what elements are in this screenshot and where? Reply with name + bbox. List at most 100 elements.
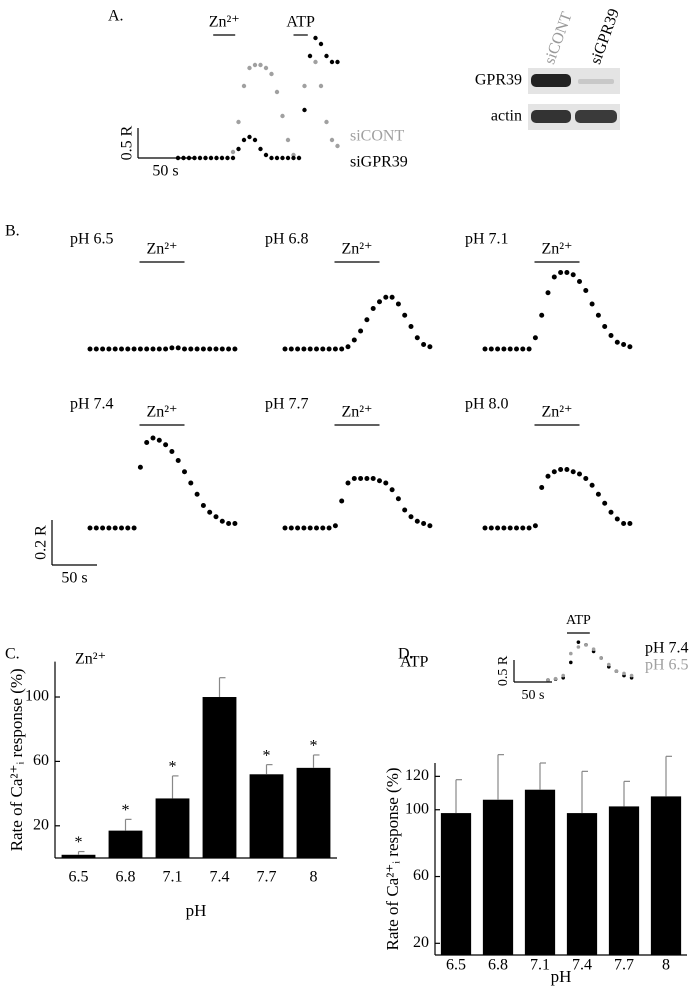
trace-point xyxy=(137,464,143,470)
trace-point xyxy=(200,346,206,352)
trace-point xyxy=(329,59,335,65)
trace-point xyxy=(608,333,614,338)
bar xyxy=(155,798,190,858)
trace-point xyxy=(558,270,564,275)
trace-point xyxy=(269,155,274,161)
y-tick-label: 120 xyxy=(405,767,429,784)
trace-point xyxy=(219,155,225,161)
trace-point xyxy=(608,509,614,515)
trace-point xyxy=(551,274,557,280)
bar xyxy=(524,789,556,955)
trace-point xyxy=(295,346,301,352)
trace-point xyxy=(318,83,324,89)
trace-point xyxy=(156,346,162,352)
x-tick-label: 8 xyxy=(310,869,318,886)
trace-point xyxy=(614,669,619,673)
trace-point xyxy=(214,155,219,161)
trace-title: pH 7.7 xyxy=(265,396,309,413)
trace-point xyxy=(584,643,588,647)
trace-point xyxy=(332,346,338,352)
x-tick-label: 6.8 xyxy=(488,957,508,974)
trace-point xyxy=(595,491,601,497)
trace-point xyxy=(339,498,345,504)
bar xyxy=(61,854,96,858)
trace-point xyxy=(358,328,364,334)
trace-point xyxy=(226,521,232,526)
trace-point xyxy=(421,521,427,526)
trace-point xyxy=(301,346,307,352)
trace-point xyxy=(569,651,573,656)
trace-point xyxy=(282,525,288,531)
bar xyxy=(650,796,682,955)
trace-point xyxy=(351,476,357,481)
trace-point xyxy=(313,59,318,65)
trace-point xyxy=(320,346,326,352)
trace-point xyxy=(163,442,169,448)
x-tick-label: 7.4 xyxy=(210,869,230,886)
trace-point xyxy=(627,521,633,526)
trace-point xyxy=(194,346,200,352)
trace-point xyxy=(532,335,538,341)
trace-point xyxy=(514,346,519,352)
trace-point xyxy=(561,673,565,678)
trace-point xyxy=(408,324,414,329)
trace-point xyxy=(307,346,313,352)
lane-label: siGPR39 xyxy=(587,6,623,66)
trace-point xyxy=(302,107,307,113)
trace-point xyxy=(324,119,329,125)
trace-point xyxy=(213,514,219,520)
trace-point xyxy=(236,146,241,152)
trace-point xyxy=(507,346,513,352)
trace-point xyxy=(258,62,263,68)
scale-label-y: 0.5 R xyxy=(496,655,511,686)
chart-title: Zn²⁺ xyxy=(75,651,106,668)
trace-point xyxy=(520,346,526,352)
trace-point xyxy=(208,155,214,161)
trace-point xyxy=(207,346,213,352)
trace-point xyxy=(414,518,420,524)
trace-point xyxy=(589,301,595,307)
trace-point xyxy=(501,525,507,531)
trace-point xyxy=(288,525,294,531)
trace-point xyxy=(225,155,230,161)
trace-point xyxy=(335,59,340,65)
significance-mark: * xyxy=(122,802,130,819)
trace-point xyxy=(307,525,313,531)
x-tick-label: 7.7 xyxy=(257,869,277,886)
blot-band xyxy=(531,74,571,87)
trace-point xyxy=(269,71,274,77)
trace-point xyxy=(539,312,545,318)
blot-band xyxy=(575,110,617,123)
trace-point xyxy=(125,525,131,531)
trace-point xyxy=(564,270,570,275)
trace-point xyxy=(345,344,351,350)
trace-point xyxy=(370,306,376,311)
trace-point xyxy=(302,83,307,89)
trace-point xyxy=(570,469,576,475)
stimulus-label: Zn²⁺ xyxy=(541,404,572,421)
trace-point xyxy=(364,317,370,323)
trace-point xyxy=(383,294,389,300)
trace-point xyxy=(219,346,225,352)
trace-point xyxy=(627,344,633,350)
western-blot: siCONT siGPR39 GPR39 actin xyxy=(475,6,623,130)
trace-point xyxy=(364,476,370,481)
trace-point xyxy=(595,312,601,318)
trace-point xyxy=(553,676,558,681)
y-tick-label: 100 xyxy=(25,688,49,705)
bar xyxy=(249,774,284,858)
y-tick-label: 20 xyxy=(413,934,429,951)
trace-point xyxy=(576,645,581,649)
trace-point xyxy=(232,521,238,526)
trace-point xyxy=(326,525,332,531)
trace-point xyxy=(247,65,252,71)
trace-point xyxy=(545,473,551,479)
trace-point xyxy=(335,143,340,149)
trace-point xyxy=(169,345,175,351)
trace-point xyxy=(377,478,382,484)
trace-point xyxy=(577,471,582,477)
trace-point xyxy=(532,523,538,529)
trace-point xyxy=(112,525,118,531)
trace-point xyxy=(112,346,118,352)
trace-point xyxy=(203,155,208,161)
